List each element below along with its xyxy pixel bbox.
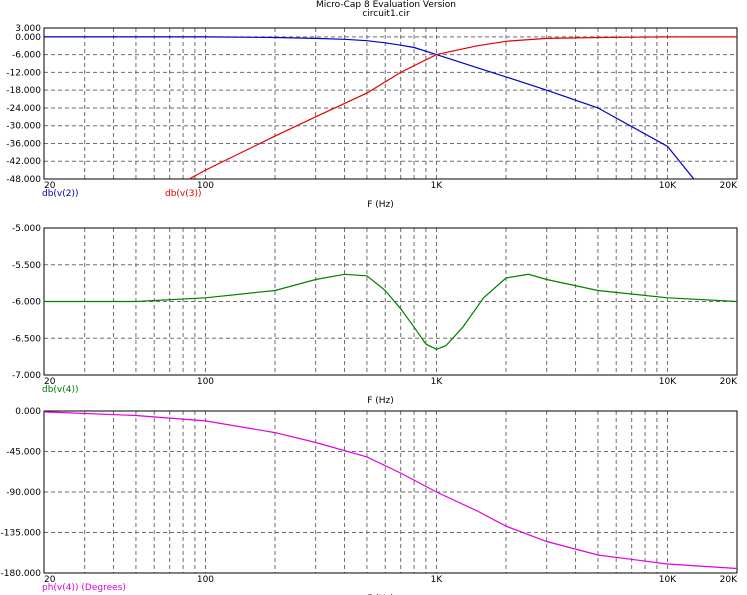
x-tick-label: 20K [720,377,738,387]
series-line [44,36,695,180]
y-tick-label: -42.000 [6,157,41,167]
y-tick-label: -6.500 [12,334,41,344]
y-tick-label: -36.000 [6,139,41,149]
series-label: db(v(3)) [165,189,202,199]
y-tick-label: -18.000 [6,86,41,96]
y-tick-label: -12.000 [6,68,41,78]
x-axis-label: F (Hz) [367,396,394,406]
x-tick-label: 20 [44,181,56,191]
series-line [44,273,738,350]
y-tick-label: -180.000 [1,569,42,579]
y-tick-label: -135.000 [1,529,42,539]
y-tick-label: -48.000 [6,175,41,185]
series-line [188,36,737,180]
x-tick-label: 1K [431,377,444,387]
file-name: circuit1.cir [362,9,410,19]
series-label: ph(v(4)) (Degrees) [42,583,126,593]
y-tick-label: -5.000 [12,224,41,234]
plot-frame [43,410,738,574]
app-title: Micro-Cap 8 Evaluation Version [316,0,456,10]
y-tick-label: -30.000 [6,122,41,132]
plot-frame [43,27,738,180]
series-line [43,411,738,570]
series-label: db(v(4)) [42,385,79,395]
x-tick-label: 100 [197,575,214,585]
x-tick-label: 10K [659,575,677,585]
plot-panels: 3.0000.000-6.000-12.000-18.000-24.000-30… [1,24,739,595]
y-tick-label: 0.000 [15,407,41,417]
x-tick-label: 1K [431,181,444,191]
x-tick-label: 10K [659,181,677,191]
y-tick-label: -7.000 [12,371,41,381]
y-tick-label: -6.000 [12,51,41,61]
y-tick-label: 3.000 [15,24,41,34]
x-tick-label: 100 [197,377,214,387]
x-tick-label: 20 [44,575,56,585]
x-tick-label: 1K [431,575,444,585]
series-label: db(v(2)) [42,189,79,199]
x-tick-label: 20 [44,377,56,387]
x-tick-label: 10K [659,377,677,387]
x-tick-label: 20K [720,181,738,191]
y-tick-label: 0.000 [15,33,41,43]
x-tick-label: 20K [720,575,738,585]
y-tick-label: -45.000 [6,448,41,458]
x-tick-label: 100 [197,181,214,191]
y-tick-label: -24.000 [6,104,41,114]
y-tick-label: -90.000 [6,488,41,498]
y-tick-label: -5.500 [12,261,41,271]
y-tick-label: -6.000 [12,298,41,308]
x-axis-label: F (Hz) [367,200,394,210]
